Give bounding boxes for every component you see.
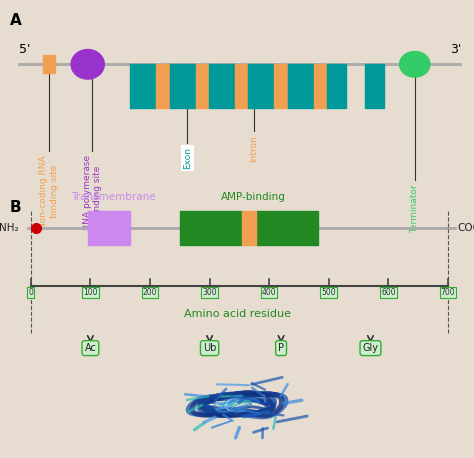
Text: 5': 5' bbox=[19, 44, 30, 56]
Bar bbox=[242, 211, 256, 245]
Text: 0: 0 bbox=[28, 289, 33, 297]
Bar bbox=[130, 64, 156, 108]
Bar bbox=[43, 55, 55, 73]
Text: COOH: COOH bbox=[457, 223, 474, 233]
Text: Amino acid residue: Amino acid residue bbox=[183, 309, 291, 319]
Text: AMP-binding: AMP-binding bbox=[221, 192, 286, 202]
Text: Transmembrane: Transmembrane bbox=[72, 192, 156, 202]
Text: Intron: Intron bbox=[249, 135, 258, 162]
Text: 200: 200 bbox=[143, 289, 157, 297]
Bar bbox=[327, 64, 346, 108]
Bar bbox=[235, 64, 248, 108]
Bar bbox=[156, 64, 170, 108]
Text: Non-coding RNA
binding site: Non-coding RNA binding site bbox=[39, 155, 58, 229]
Text: 3': 3' bbox=[450, 44, 462, 56]
Text: RNA polymerase
binding site: RNA polymerase binding site bbox=[83, 155, 102, 230]
Text: 300: 300 bbox=[202, 289, 217, 297]
Text: 100: 100 bbox=[83, 289, 98, 297]
Text: 600: 600 bbox=[381, 289, 396, 297]
Bar bbox=[170, 64, 196, 108]
Text: P: P bbox=[278, 343, 284, 353]
Bar bbox=[274, 64, 288, 108]
Text: A: A bbox=[9, 13, 21, 28]
Text: 400: 400 bbox=[262, 289, 276, 297]
Text: Gly: Gly bbox=[363, 343, 378, 353]
Bar bbox=[248, 64, 274, 108]
Text: Ac: Ac bbox=[84, 343, 96, 353]
Bar bbox=[365, 64, 384, 108]
Text: Ub: Ub bbox=[203, 343, 216, 353]
Ellipse shape bbox=[71, 49, 104, 79]
Ellipse shape bbox=[400, 51, 430, 77]
Text: Exon: Exon bbox=[183, 147, 191, 169]
Text: 700: 700 bbox=[441, 289, 455, 297]
Bar bbox=[209, 64, 235, 108]
Text: Terminator: Terminator bbox=[410, 185, 419, 233]
Bar bbox=[196, 64, 209, 108]
Bar bbox=[288, 64, 314, 108]
Bar bbox=[88, 211, 130, 245]
Bar bbox=[180, 211, 242, 245]
Text: NH₂: NH₂ bbox=[0, 223, 19, 233]
Bar bbox=[256, 211, 318, 245]
Text: B: B bbox=[9, 200, 21, 214]
Bar bbox=[314, 64, 327, 108]
Text: 500: 500 bbox=[321, 289, 336, 297]
